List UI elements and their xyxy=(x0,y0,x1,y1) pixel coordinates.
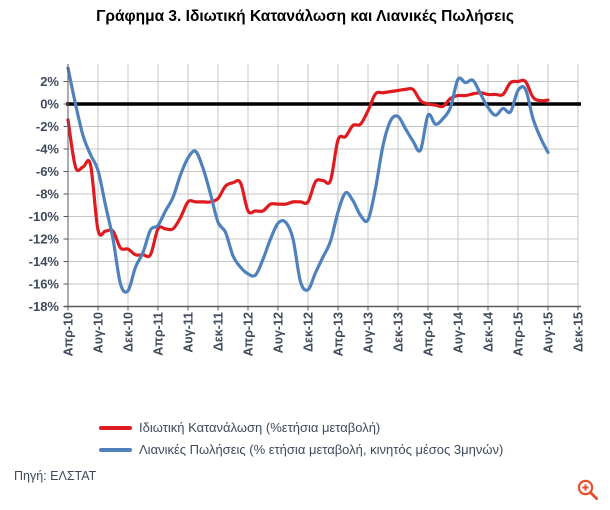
legend-item-retail-sales: Λιανικές Πωλήσεις (% ετήσια μεταβολή, κι… xyxy=(99,442,503,457)
x-tick-label: Δεκ-10 xyxy=(122,312,136,352)
legend-label-retail-sales: Λιανικές Πωλήσεις (% ετήσια μεταβολή, κι… xyxy=(139,442,504,457)
y-tick-label: -6% xyxy=(36,164,60,179)
x-tick-label: Αυγ-10 xyxy=(92,312,106,353)
x-tick-label: Αυγ-12 xyxy=(272,312,286,353)
x-tick-label: Αυγ-15 xyxy=(542,312,556,353)
legend-line-private-consumption xyxy=(99,425,132,430)
magnifier-handle xyxy=(589,491,599,501)
magnifier-lens xyxy=(577,479,594,496)
gridlines xyxy=(68,64,579,307)
chart-title: Γράφημα 3. Ιδιωτική Κατανάλωση και Λιανι… xyxy=(96,8,514,25)
x-tick-label: Απρ-15 xyxy=(512,312,526,356)
x-tick-label: Δεκ-11 xyxy=(212,312,226,351)
x-tick-label: Δεκ-12 xyxy=(302,312,316,352)
y-tick-label: -16% xyxy=(29,277,60,292)
y-tick-label: -10% xyxy=(29,209,60,224)
series-line-retail-sales xyxy=(66,66,550,294)
x-tick-label: Δεκ-15 xyxy=(572,312,586,352)
x-tick-label: Δεκ-13 xyxy=(392,312,406,352)
x-tick-label: Απρ-13 xyxy=(332,312,346,356)
legend-item-private-consumption: Ιδιωτική Κατανάλωση (%ετήσια μεταβολή) xyxy=(99,420,503,435)
y-tick-label: -14% xyxy=(29,254,60,269)
chart-legend: Ιδιωτική Κατανάλωση (%ετήσια μεταβολή) Λι… xyxy=(99,420,503,457)
y-tick-label: -18% xyxy=(29,299,60,314)
x-tick-label: Αυγ-11 xyxy=(182,312,196,353)
x-tick-label: Δεκ-14 xyxy=(482,312,496,352)
x-tick-label: Αυγ-13 xyxy=(362,312,376,353)
x-tick-label: Αυγ-14 xyxy=(452,312,466,353)
source-note: Πηγή: ΕΛΣΤΑΤ xyxy=(14,469,97,483)
legend-line-retail-sales xyxy=(99,447,132,452)
y-tick-label: 2% xyxy=(40,74,59,89)
series-line-private-consumption xyxy=(66,78,550,259)
y-axis-labels: 2% 0% -2% -4% -6% -8% -10% -12% -14% -16% -18% xyxy=(29,74,60,314)
x-tick-label: Απρ-11 xyxy=(152,312,166,356)
y-tick-label: -8% xyxy=(36,187,60,202)
zoom-in-icon[interactable] xyxy=(576,478,600,502)
legend-label-private-consumption: Ιδιωτική Κατανάλωση (%ετήσια μεταβολή) xyxy=(139,420,381,435)
y-tick-label: -4% xyxy=(36,142,60,157)
x-tick-label: Απρ-12 xyxy=(242,312,256,356)
x-tick-label: Απρ-14 xyxy=(422,312,436,356)
y-tick-label: -12% xyxy=(29,232,60,247)
y-tick-label: -2% xyxy=(36,119,60,134)
y-tick-label: 0% xyxy=(40,97,59,112)
axes xyxy=(63,64,581,311)
x-tick-label: Απρ-10 xyxy=(62,312,76,356)
x-axis-labels: Απρ-10 Αυγ-10 Δεκ-10 Απρ-11 Αυγ-11 Δεκ-11 Απρ-… xyxy=(62,312,586,356)
series-lines xyxy=(66,66,550,294)
